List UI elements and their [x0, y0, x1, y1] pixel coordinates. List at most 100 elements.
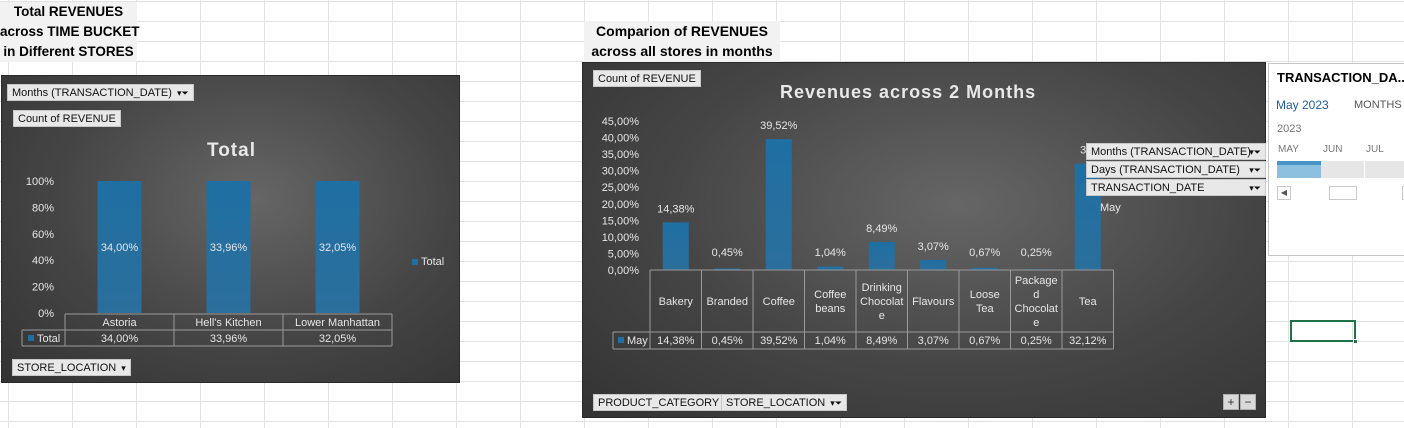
field-label: Count of REVENUE [598, 73, 696, 85]
filter-icon: ▾⏷ [1249, 165, 1261, 175]
table-value: 32,12% [1069, 335, 1107, 347]
category-label: Tea [976, 303, 995, 315]
scroll-left-icon[interactable]: ◀ [1277, 186, 1291, 200]
timeline-title: TRANSACTION_DA... [1277, 70, 1404, 85]
y-tick-label: 40,00% [602, 133, 640, 145]
field-label: Months (TRANSACTION_DATE) [12, 87, 172, 99]
bar [765, 139, 792, 270]
days-filter-button[interactable]: Days (TRANSACTION_DATE) ▾⏷ [1086, 161, 1266, 178]
product-category-axis-button[interactable]: PRODUCT_CATEGORY ▾ [593, 394, 734, 411]
data-label: 32,05% [319, 242, 357, 254]
bar [714, 268, 741, 270]
table-series-label: May [627, 335, 648, 347]
heading-line: Comparion of REVENUES [596, 23, 768, 39]
category-label: Hell's Kitchen [195, 317, 261, 329]
table-value: 32,05% [319, 333, 357, 345]
y-tick-label: 30,00% [602, 166, 640, 178]
category-label: Coffee [763, 296, 795, 308]
transaction-date-timeline[interactable]: TRANSACTION_DA... May 2023 MONTHS 2023 M… [1268, 63, 1404, 256]
category-label: Astoria [102, 317, 137, 329]
category-label: Branded [706, 296, 748, 308]
active-cell[interactable] [1290, 320, 1358, 344]
timeline-level-dropdown[interactable]: MONTHS [1354, 99, 1402, 111]
timeline-selected-bar[interactable] [1277, 161, 1321, 178]
table-value: 0,25% [1021, 335, 1052, 347]
table-value: 3,07% [918, 335, 949, 347]
y-tick-label: 20,00% [602, 199, 640, 211]
bar [817, 266, 844, 270]
y-tick-label: 40% [32, 255, 54, 267]
timeline-scrollbar[interactable]: ◀ [1277, 186, 1404, 200]
category-label: Loose [970, 289, 1000, 301]
months-filter-button[interactable]: Months (TRANSACTION_DATE) ▾⏷ [7, 84, 194, 101]
count-of-revenue-field[interactable]: Count of REVENUE [593, 70, 701, 87]
table-value: 1,04% [815, 335, 846, 347]
data-label: 1,04% [815, 247, 846, 259]
scroll-right-icon[interactable] [1402, 186, 1404, 200]
bar [868, 241, 895, 270]
data-label: 14,38% [657, 203, 695, 215]
y-tick-label: 5,00% [608, 248, 639, 260]
bar [920, 259, 947, 270]
right-section-heading: Comparion of REVENUES across all stores … [584, 21, 780, 62]
expand-field-button[interactable]: + [1223, 394, 1239, 410]
chart-title: Revenues across 2 Months [780, 82, 1037, 102]
table-value: 0,45% [712, 335, 743, 347]
y-tick-label: 0,00% [608, 265, 639, 277]
y-tick-label: 20% [32, 282, 54, 294]
field-label: Count of REVENUE [18, 113, 116, 125]
filter-icon: ▾⏷ [177, 88, 189, 98]
bar [206, 181, 251, 313]
heading-line: in Different STORES [3, 44, 134, 59]
timeline-year: 2023 [1277, 123, 1302, 135]
field-label: STORE_LOCATION [726, 397, 826, 409]
collapse-field-button[interactable]: − [1240, 394, 1256, 410]
category-label: d [1033, 289, 1039, 301]
filter-icon: ▾⏷ [1249, 183, 1261, 193]
legend-swatch [412, 259, 418, 266]
table-value: 8,49% [866, 335, 897, 347]
category-label: Bakery [659, 296, 694, 308]
category-label: Coffee [814, 289, 846, 301]
y-tick-label: 60% [32, 229, 54, 241]
store-location-axis-button[interactable]: STORE_LOCATION ▾ [12, 359, 131, 376]
heading-line: Total REVENUES [13, 4, 124, 19]
scroll-thumb[interactable] [1329, 186, 1357, 200]
transaction-date-filter-button[interactable]: TRANSACTION_DATE ▾⏷ [1086, 179, 1266, 196]
timeline-unselected-bar[interactable] [1321, 161, 1404, 178]
data-label: 3,07% [918, 241, 949, 253]
data-label: 34,00% [101, 242, 139, 254]
months-filter-button[interactable]: Months (TRANSACTION_DATE) ▾⏷ [1086, 143, 1266, 160]
y-tick-label: 100% [26, 176, 54, 188]
timeline-month-jun[interactable]: JUN [1323, 144, 1343, 155]
data-label: 33,96% [210, 242, 248, 254]
data-label: 39,52% [760, 120, 798, 132]
y-tick-label: 35,00% [602, 149, 640, 161]
total-revenue-chart[interactable]: Months (TRANSACTION_DATE) ▾⏷ Count of RE… [1, 75, 460, 383]
legend-may: May [1091, 202, 1121, 214]
category-label: Lower Manhattan [295, 317, 380, 329]
table-value: 0,67% [969, 335, 1000, 347]
timeline-month-jul[interactable]: JUL [1366, 144, 1384, 155]
filter-icon: ▾⏷ [1249, 147, 1261, 157]
field-label: Days (TRANSACTION_DATE) [1091, 164, 1240, 176]
fill-handle[interactable] [1353, 339, 1358, 344]
table-value: 14,38% [657, 335, 695, 347]
filter-icon: ▾⏷ [830, 398, 843, 408]
field-label: PRODUCT_CATEGORY [598, 397, 720, 409]
revenue-by-category-chart[interactable]: Count of REVENUE Revenues across 2 Month… [582, 62, 1266, 418]
field-label: TRANSACTION_DATE [1091, 182, 1205, 194]
left-section-heading: Total REVENUES across TIME BUCKET in Dif… [0, 2, 140, 62]
y-tick-label: 80% [32, 202, 54, 214]
chart-title: Total [207, 140, 256, 161]
table-series-label: Total [37, 333, 60, 345]
data-label: 8,49% [866, 223, 897, 235]
data-label: 0,67% [969, 247, 1000, 259]
timeline-month-may[interactable]: MAY [1278, 144, 1299, 155]
y-tick-label: 15,00% [602, 215, 640, 227]
field-label: STORE_LOCATION [17, 362, 117, 374]
count-of-revenue-field[interactable]: Count of REVENUE [13, 110, 121, 127]
store-location-axis-button[interactable]: STORE_LOCATION ▾⏷ [721, 394, 848, 411]
table-value: 39,52% [760, 335, 798, 347]
legend-label: Total [421, 256, 445, 268]
